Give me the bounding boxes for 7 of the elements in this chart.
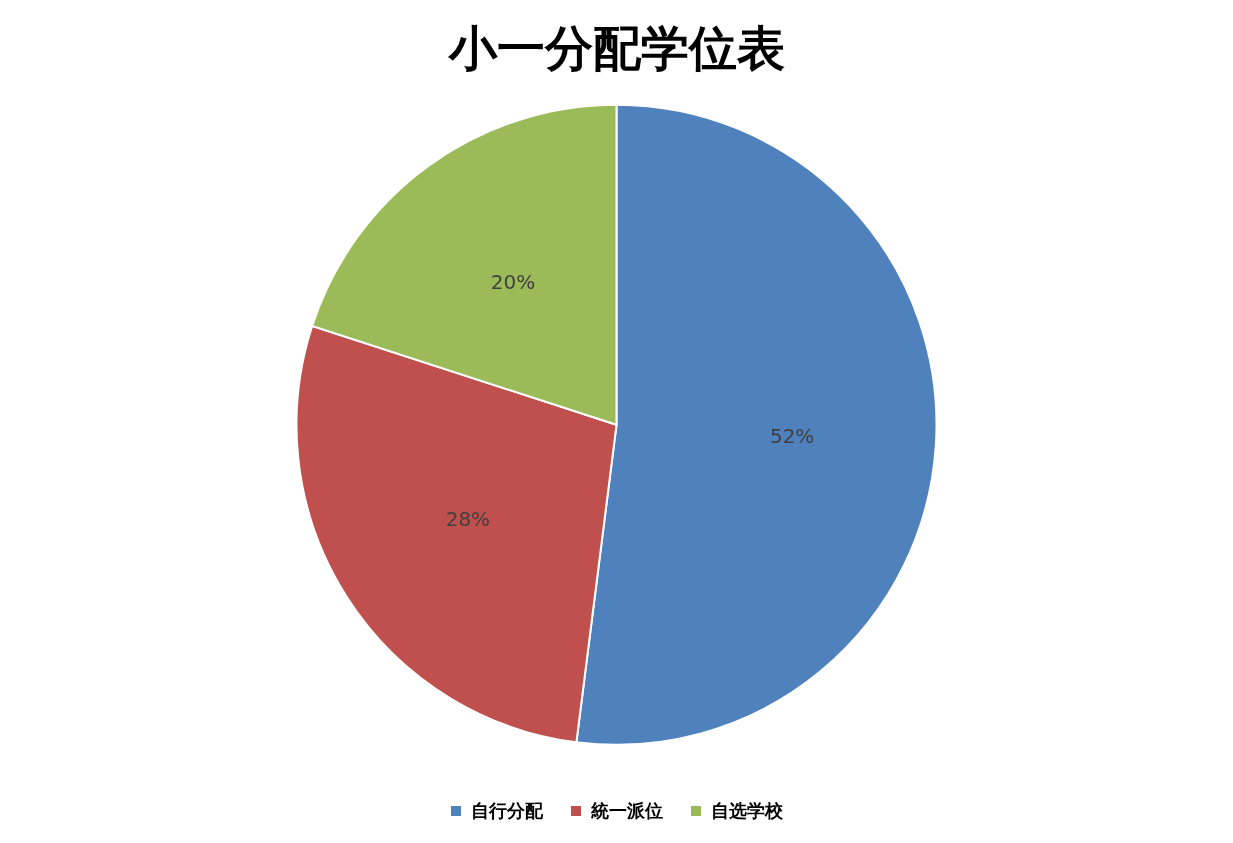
legend-label: 自选学校 <box>710 799 783 823</box>
legend-label: 自行分配 <box>470 799 543 823</box>
data-label: 28% <box>445 507 491 532</box>
data-label: 20% <box>490 270 536 295</box>
data-label: 52% <box>769 423 815 448</box>
legend-label: 統一派位 <box>590 799 663 823</box>
chart-title: 小一分配学位表 <box>447 19 786 78</box>
